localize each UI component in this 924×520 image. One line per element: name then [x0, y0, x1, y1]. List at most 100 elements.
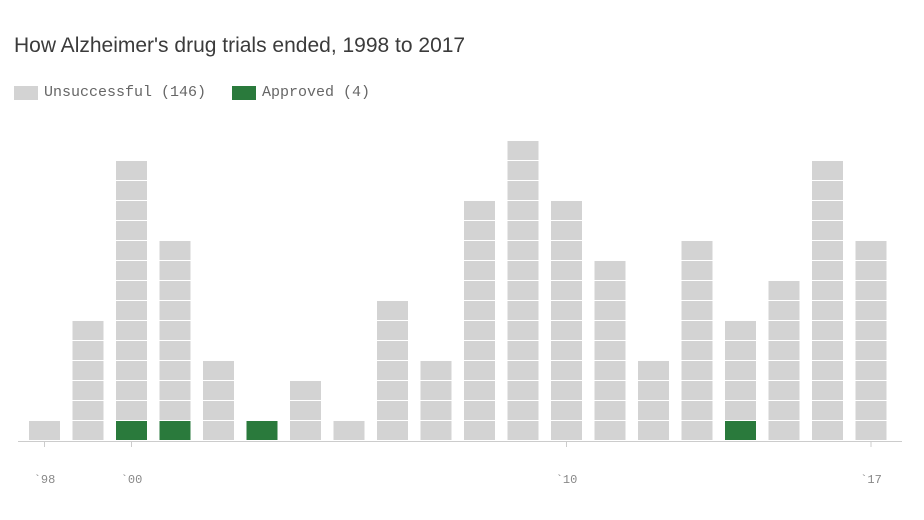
bar-segment-unsuccessful-2006	[377, 401, 408, 420]
bar-segment-unsuccessful-2000	[116, 261, 147, 280]
bar-segment-unsuccessful-2013	[681, 341, 713, 360]
bar-segment-unsuccessful-2016	[812, 381, 843, 400]
bar-segment-unsuccessful-1999	[72, 361, 104, 380]
bar-segment-unsuccessful-2016	[812, 201, 843, 220]
bar-segment-unsuccessful-2001	[159, 401, 191, 420]
bar-segment-unsuccessful-2010	[551, 401, 582, 420]
bar-segment-unsuccessful-2007	[420, 381, 452, 400]
bar-segment-unsuccessful-2014	[725, 341, 756, 360]
bar-segment-unsuccessful-2012	[638, 421, 669, 440]
bar-segment-unsuccessful-2015	[768, 401, 800, 420]
bar-segment-unsuccessful-2012	[638, 381, 669, 400]
x-tick-label-2000: `00	[121, 473, 143, 487]
bar-segment-unsuccessful-2000	[116, 401, 147, 420]
bar-segment-unsuccessful-2001	[159, 381, 191, 400]
bar-segment-unsuccessful-2010	[551, 221, 582, 240]
bar-segment-unsuccessful-2009	[507, 281, 539, 300]
bar-segment-unsuccessful-2001	[159, 321, 191, 340]
legend-item-unsuccessful: Unsuccessful (146)	[14, 84, 206, 101]
bar-segment-unsuccessful-2016	[812, 421, 843, 440]
bar-segment-unsuccessful-2009	[507, 361, 539, 380]
legend-swatch-unsuccessful	[14, 85, 38, 100]
bar-segment-unsuccessful-2016	[812, 181, 843, 200]
bar-segment-unsuccessful-2000	[116, 381, 147, 400]
chart-legend: Unsuccessful (146) Approved (4)	[14, 84, 396, 101]
bar-segment-unsuccessful-2011	[594, 261, 626, 280]
bar-segment-unsuccessful-2005	[333, 421, 365, 440]
bar-segment-unsuccessful-2012	[638, 361, 669, 380]
bar-segment-unsuccessful-2000	[116, 221, 147, 240]
bar-segment-unsuccessful-2000	[116, 281, 147, 300]
bar-segment-unsuccessful-2016	[812, 321, 843, 340]
chart-title: How Alzheimer's drug trials ended, 1998 …	[14, 34, 466, 57]
legend-label-approved: Approved (4)	[262, 84, 371, 101]
bar-segment-unsuccessful-2000	[116, 341, 147, 360]
bar-segment-unsuccessful-2010	[551, 421, 582, 440]
bar-segment-unsuccessful-2013	[681, 281, 713, 300]
x-tick-label-1998: `98	[34, 473, 56, 487]
bar-segment-unsuccessful-2008	[464, 381, 495, 400]
bar-segment-unsuccessful-2009	[507, 381, 539, 400]
bar-segment-unsuccessful-2013	[681, 401, 713, 420]
bar-segment-unsuccessful-2015	[768, 301, 800, 320]
bar-segment-unsuccessful-2006	[377, 301, 408, 320]
bar-segment-unsuccessful-2013	[681, 381, 713, 400]
bar-segment-unsuccessful-2000	[116, 321, 147, 340]
bar-segment-unsuccessful-2011	[594, 301, 626, 320]
bar-segment-unsuccessful-2015	[768, 281, 800, 300]
bar-segment-unsuccessful-2002	[203, 401, 234, 420]
bar-segment-unsuccessful-2017	[855, 261, 887, 280]
bar-segment-unsuccessful-2010	[551, 341, 582, 360]
bar-segment-unsuccessful-2009	[507, 181, 539, 200]
bar-segment-unsuccessful-2009	[507, 221, 539, 240]
bar-segment-unsuccessful-2006	[377, 361, 408, 380]
bar-segment-unsuccessful-2002	[203, 421, 234, 440]
bar-segment-unsuccessful-2001	[159, 241, 191, 260]
bar-segment-unsuccessful-2016	[812, 341, 843, 360]
bar-segment-unsuccessful-1999	[72, 401, 104, 420]
bar-segment-unsuccessful-2013	[681, 421, 713, 440]
bar-segment-unsuccessful-2011	[594, 381, 626, 400]
bar-segment-unsuccessful-2009	[507, 141, 539, 160]
legend-swatch-approved	[232, 85, 257, 100]
bar-segment-unsuccessful-2011	[594, 421, 626, 440]
legend-item-approved: Approved (4)	[232, 84, 370, 101]
bar-segment-unsuccessful-2001	[159, 301, 191, 320]
x-tick-label-2017: `17	[860, 473, 882, 487]
bar-segment-unsuccessful-2017	[855, 321, 887, 340]
bar-segment-unsuccessful-2014	[725, 381, 756, 400]
bar-segment-unsuccessful-2010	[551, 281, 582, 300]
bar-segment-unsuccessful-2016	[812, 281, 843, 300]
bar-segment-unsuccessful-2013	[681, 241, 713, 260]
bar-segment-unsuccessful-2014	[725, 361, 756, 380]
bar-segment-unsuccessful-2012	[638, 401, 669, 420]
bar-segment-unsuccessful-2007	[420, 361, 452, 380]
bar-segment-unsuccessful-2002	[203, 361, 234, 380]
bar-segment-unsuccessful-2000	[116, 181, 147, 200]
bar-segment-unsuccessful-2017	[855, 361, 887, 380]
bar-segment-unsuccessful-2000	[116, 301, 147, 320]
bar-segment-unsuccessful-2000	[116, 161, 147, 180]
bar-segment-unsuccessful-2016	[812, 221, 843, 240]
bar-segment-unsuccessful-2008	[464, 221, 495, 240]
bar-segment-unsuccessful-2006	[377, 381, 408, 400]
bar-segment-unsuccessful-2015	[768, 421, 800, 440]
bar-segment-unsuccessful-2011	[594, 401, 626, 420]
bar-segment-approved-2001	[159, 421, 191, 440]
bar-segment-unsuccessful-2016	[812, 161, 843, 180]
bar-segment-approved-2003	[246, 421, 278, 440]
bar-segment-unsuccessful-2009	[507, 241, 539, 260]
bar-segment-unsuccessful-2009	[507, 301, 539, 320]
bar-segment-unsuccessful-2008	[464, 241, 495, 260]
bar-segment-unsuccessful-2006	[377, 421, 408, 440]
bar-segment-unsuccessful-2001	[159, 361, 191, 380]
bar-segment-unsuccessful-2011	[594, 281, 626, 300]
bar-segment-unsuccessful-2016	[812, 361, 843, 380]
bar-segment-unsuccessful-2006	[377, 321, 408, 340]
bar-segment-unsuccessful-2000	[116, 201, 147, 220]
bar-segment-unsuccessful-2008	[464, 201, 495, 220]
bar-segment-unsuccessful-2016	[812, 261, 843, 280]
bar-segment-unsuccessful-1999	[72, 341, 104, 360]
bar-segment-unsuccessful-2004	[290, 381, 321, 400]
